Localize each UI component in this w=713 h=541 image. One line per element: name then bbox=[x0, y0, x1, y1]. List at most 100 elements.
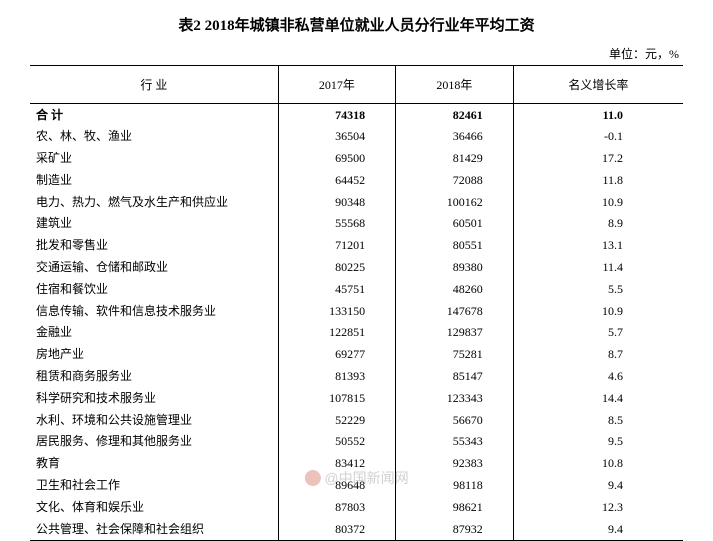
value-2017-cell: 52229 bbox=[278, 409, 396, 431]
value-2018-cell: 60501 bbox=[396, 213, 514, 235]
table-row: 教育834129238310.8 bbox=[30, 453, 683, 475]
industry-cell: 居民服务、修理和其他服务业 bbox=[30, 431, 278, 453]
total-label: 合 计 bbox=[30, 104, 278, 126]
table-row: 交通运输、仓储和邮政业802258938011.4 bbox=[30, 257, 683, 279]
growth-cell: 10.9 bbox=[513, 191, 683, 213]
growth-cell: 10.8 bbox=[513, 453, 683, 475]
value-2018-cell: 147678 bbox=[396, 300, 514, 322]
growth-cell: 17.2 bbox=[513, 148, 683, 170]
value-2017-cell: 55568 bbox=[278, 213, 396, 235]
value-2017-cell: 89648 bbox=[278, 475, 396, 497]
value-2017-cell: 45751 bbox=[278, 278, 396, 300]
growth-cell: 9.4 bbox=[513, 475, 683, 497]
industry-cell: 批发和零售业 bbox=[30, 235, 278, 257]
header-row: 行 业 2017年 2018年 名义增长率 bbox=[30, 66, 683, 104]
growth-cell: 11.4 bbox=[513, 257, 683, 279]
table-row: 公共管理、社会保障和社会组织80372879329.4 bbox=[30, 518, 683, 540]
table-row: 租赁和商务服务业81393851474.6 bbox=[30, 366, 683, 388]
total-growth: 11.0 bbox=[513, 104, 683, 126]
table-row: 农、林、牧、渔业3650436466-0.1 bbox=[30, 126, 683, 148]
value-2017-cell: 80372 bbox=[278, 518, 396, 540]
value-2018-cell: 75281 bbox=[396, 344, 514, 366]
value-2017-cell: 81393 bbox=[278, 366, 396, 388]
unit-label: 单位：元，% bbox=[30, 45, 683, 62]
total-row: 合 计 74318 82461 11.0 bbox=[30, 104, 683, 126]
header-industry: 行 业 bbox=[30, 66, 278, 104]
industry-cell: 采矿业 bbox=[30, 148, 278, 170]
value-2017-cell: 83412 bbox=[278, 453, 396, 475]
table-title: 表2 2018年城镇非私营单位就业人员分行业年平均工资 bbox=[30, 14, 683, 35]
table-row: 居民服务、修理和其他服务业50552553439.5 bbox=[30, 431, 683, 453]
industry-cell: 公共管理、社会保障和社会组织 bbox=[30, 518, 278, 540]
value-2018-cell: 81429 bbox=[396, 148, 514, 170]
industry-cell: 信息传输、软件和信息技术服务业 bbox=[30, 300, 278, 322]
table-row: 电力、热力、燃气及水生产和供应业9034810016210.9 bbox=[30, 191, 683, 213]
value-2018-cell: 80551 bbox=[396, 235, 514, 257]
industry-cell: 住宿和餐饮业 bbox=[30, 278, 278, 300]
value-2017-cell: 69500 bbox=[278, 148, 396, 170]
value-2018-cell: 72088 bbox=[396, 169, 514, 191]
growth-cell: 5.7 bbox=[513, 322, 683, 344]
value-2017-cell: 71201 bbox=[278, 235, 396, 257]
industry-cell: 农、林、牧、渔业 bbox=[30, 126, 278, 148]
table-row: 卫生和社会工作89648981189.4 bbox=[30, 475, 683, 497]
industry-cell: 电力、热力、燃气及水生产和供应业 bbox=[30, 191, 278, 213]
industry-cell: 卫生和社会工作 bbox=[30, 475, 278, 497]
wage-table: 行 业 2017年 2018年 名义增长率 合 计 74318 82461 11… bbox=[30, 65, 683, 541]
industry-cell: 水利、环境和公共设施管理业 bbox=[30, 409, 278, 431]
growth-cell: 5.5 bbox=[513, 278, 683, 300]
value-2018-cell: 36466 bbox=[396, 126, 514, 148]
header-2018: 2018年 bbox=[396, 66, 514, 104]
value-2017-cell: 107815 bbox=[278, 387, 396, 409]
table-row: 金融业1228511298375.7 bbox=[30, 322, 683, 344]
value-2017-cell: 87803 bbox=[278, 496, 396, 518]
value-2018-cell: 89380 bbox=[396, 257, 514, 279]
growth-cell: 13.1 bbox=[513, 235, 683, 257]
value-2017-cell: 50552 bbox=[278, 431, 396, 453]
total-2017: 74318 bbox=[278, 104, 396, 126]
value-2017-cell: 122851 bbox=[278, 322, 396, 344]
industry-cell: 文化、体育和娱乐业 bbox=[30, 496, 278, 518]
value-2017-cell: 69277 bbox=[278, 344, 396, 366]
header-2017: 2017年 bbox=[278, 66, 396, 104]
growth-cell: 10.9 bbox=[513, 300, 683, 322]
value-2018-cell: 55343 bbox=[396, 431, 514, 453]
value-2018-cell: 123343 bbox=[396, 387, 514, 409]
industry-cell: 制造业 bbox=[30, 169, 278, 191]
value-2018-cell: 98118 bbox=[396, 475, 514, 497]
value-2017-cell: 80225 bbox=[278, 257, 396, 279]
growth-cell: 11.8 bbox=[513, 169, 683, 191]
growth-cell: 12.3 bbox=[513, 496, 683, 518]
industry-cell: 科学研究和技术服务业 bbox=[30, 387, 278, 409]
value-2018-cell: 129837 bbox=[396, 322, 514, 344]
industry-cell: 交通运输、仓储和邮政业 bbox=[30, 257, 278, 279]
value-2017-cell: 133150 bbox=[278, 300, 396, 322]
growth-cell: 14.4 bbox=[513, 387, 683, 409]
table-row: 信息传输、软件和信息技术服务业13315014767810.9 bbox=[30, 300, 683, 322]
growth-cell: 8.5 bbox=[513, 409, 683, 431]
table-row: 房地产业69277752818.7 bbox=[30, 344, 683, 366]
value-2018-cell: 92383 bbox=[396, 453, 514, 475]
industry-cell: 教育 bbox=[30, 453, 278, 475]
value-2017-cell: 64452 bbox=[278, 169, 396, 191]
header-growth: 名义增长率 bbox=[513, 66, 683, 104]
value-2017-cell: 36504 bbox=[278, 126, 396, 148]
table-row: 制造业644527208811.8 bbox=[30, 169, 683, 191]
growth-cell: -0.1 bbox=[513, 126, 683, 148]
growth-cell: 9.5 bbox=[513, 431, 683, 453]
table-row: 采矿业695008142917.2 bbox=[30, 148, 683, 170]
table-row: 科学研究和技术服务业10781512334314.4 bbox=[30, 387, 683, 409]
value-2018-cell: 85147 bbox=[396, 366, 514, 388]
table-row: 建筑业55568605018.9 bbox=[30, 213, 683, 235]
industry-cell: 建筑业 bbox=[30, 213, 278, 235]
value-2018-cell: 48260 bbox=[396, 278, 514, 300]
table-container: 表2 2018年城镇非私营单位就业人员分行业年平均工资 单位：元，% 行 业 2… bbox=[0, 0, 713, 541]
growth-cell: 4.6 bbox=[513, 366, 683, 388]
value-2018-cell: 56670 bbox=[396, 409, 514, 431]
value-2018-cell: 98621 bbox=[396, 496, 514, 518]
table-row: 文化、体育和娱乐业878039862112.3 bbox=[30, 496, 683, 518]
value-2017-cell: 90348 bbox=[278, 191, 396, 213]
industry-cell: 租赁和商务服务业 bbox=[30, 366, 278, 388]
table-row: 水利、环境和公共设施管理业52229566708.5 bbox=[30, 409, 683, 431]
value-2018-cell: 87932 bbox=[396, 518, 514, 540]
